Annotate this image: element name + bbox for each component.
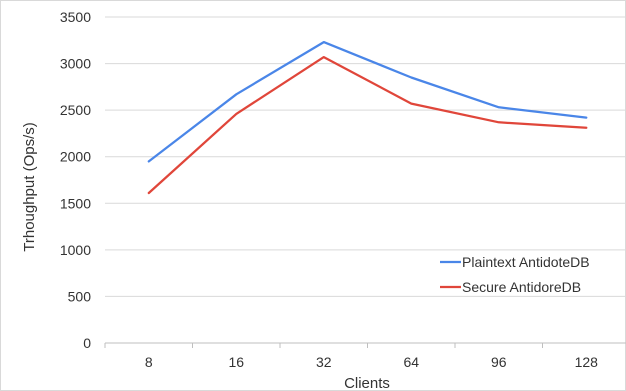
legend-label-2: Secure AntidoreDB — [462, 279, 581, 295]
x-tick-label: 96 — [491, 354, 507, 370]
x-tick-label: 32 — [316, 354, 332, 370]
x-tick-label: 16 — [228, 354, 244, 370]
y-tick-label: 3000 — [60, 56, 91, 72]
legend: Plaintext AntidoteDB Secure AntidoreDB — [440, 254, 590, 295]
x-axis-tick-labels: 8 16 32 64 96 128 — [145, 354, 598, 370]
x-axis-tick-marks — [104, 343, 543, 348]
series-line-2 — [147, 55, 588, 195]
y-axis-tick-labels: 0 500 1000 1500 2000 2500 3000 3500 — [60, 9, 91, 351]
y-tick-label: 0 — [83, 335, 91, 351]
series-lines — [147, 40, 588, 195]
y-tick-label: 2000 — [60, 149, 91, 165]
legend-label-1: Plaintext AntidoteDB — [462, 254, 590, 270]
y-tick-label: 2500 — [60, 102, 91, 118]
gridlines — [105, 16, 626, 297]
y-axis-title: Trhoughput (Ops/s) — [21, 122, 38, 252]
y-tick-label: 1000 — [60, 242, 91, 258]
x-axis-title: Clients — [344, 375, 390, 391]
y-tick-label: 500 — [68, 288, 92, 304]
y-tick-label: 1500 — [60, 195, 91, 211]
x-tick-label: 128 — [575, 354, 599, 370]
x-tick-label: 64 — [403, 354, 419, 370]
y-tick-label: 3500 — [60, 9, 91, 25]
series-line-1 — [147, 40, 588, 163]
x-tick-label: 8 — [145, 354, 153, 370]
